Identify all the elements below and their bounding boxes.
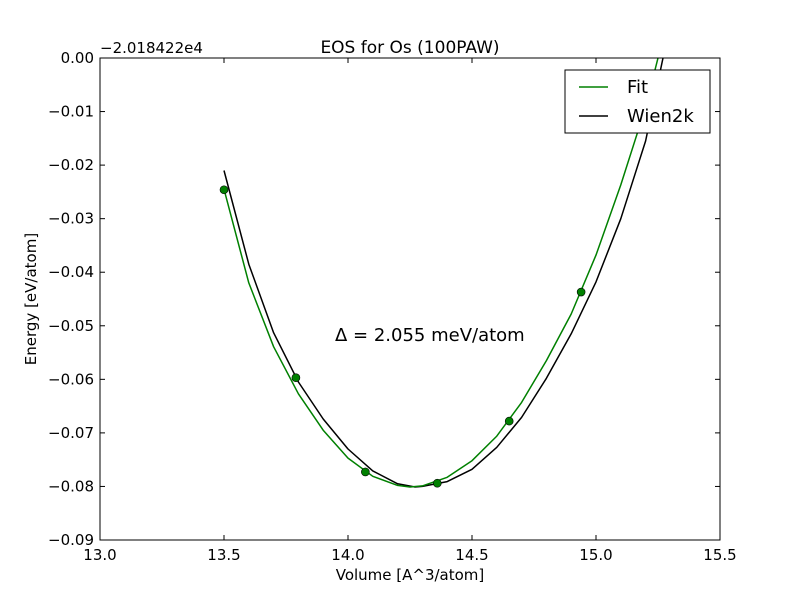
chart-title: EOS for Os (100PAW) [320,38,499,58]
data-point [361,467,370,477]
legend-box [564,69,711,134]
x-tick-label: 14.5 [455,546,488,564]
y-tick-label: −0.03 [48,210,94,228]
data-point [504,416,514,426]
data-point [432,478,442,488]
x-tick-label: 14.0 [331,546,364,564]
y-tick-label: −0.05 [48,317,94,335]
y-tick-label: −0.07 [48,424,94,442]
axis-ticks: 13.0 13.5 14.0 14.5 15.0 15.5 0.00 −0.01 −0.02 −0… [48,49,737,564]
y-axis-label: Energy [eV/atom] [22,233,40,365]
delta-annotation: Δ = 2.055 meV/atom [335,325,525,346]
plot-frame [99,57,721,541]
legend: Fit Wien2k [564,69,711,134]
y-tick-label: −0.08 [48,477,94,495]
data-points [219,185,586,488]
y-tick-label: −0.02 [48,156,94,174]
data-point [219,185,229,195]
x-tick-label: 13.0 [83,546,116,564]
y-tick-label: −0.09 [48,531,94,549]
y-tick-label: −0.01 [48,103,94,121]
y-tick-label: 0.00 [61,49,94,67]
x-tick-label: 15.5 [703,546,736,564]
data-point [291,373,301,383]
x-tick-label: 13.5 [207,546,240,564]
y-tick-label: −0.04 [48,263,94,281]
x-tick-label: 15.0 [579,546,612,564]
y-tick-label: −0.06 [48,370,94,388]
y-offset-label: −2.018422e4 [100,39,203,57]
legend-label-fit: Fit [627,77,648,98]
legend-label-wien2k: Wien2k [627,106,694,127]
data-point [576,287,586,297]
x-axis-label: Volume [A^3/atom] [336,566,485,584]
